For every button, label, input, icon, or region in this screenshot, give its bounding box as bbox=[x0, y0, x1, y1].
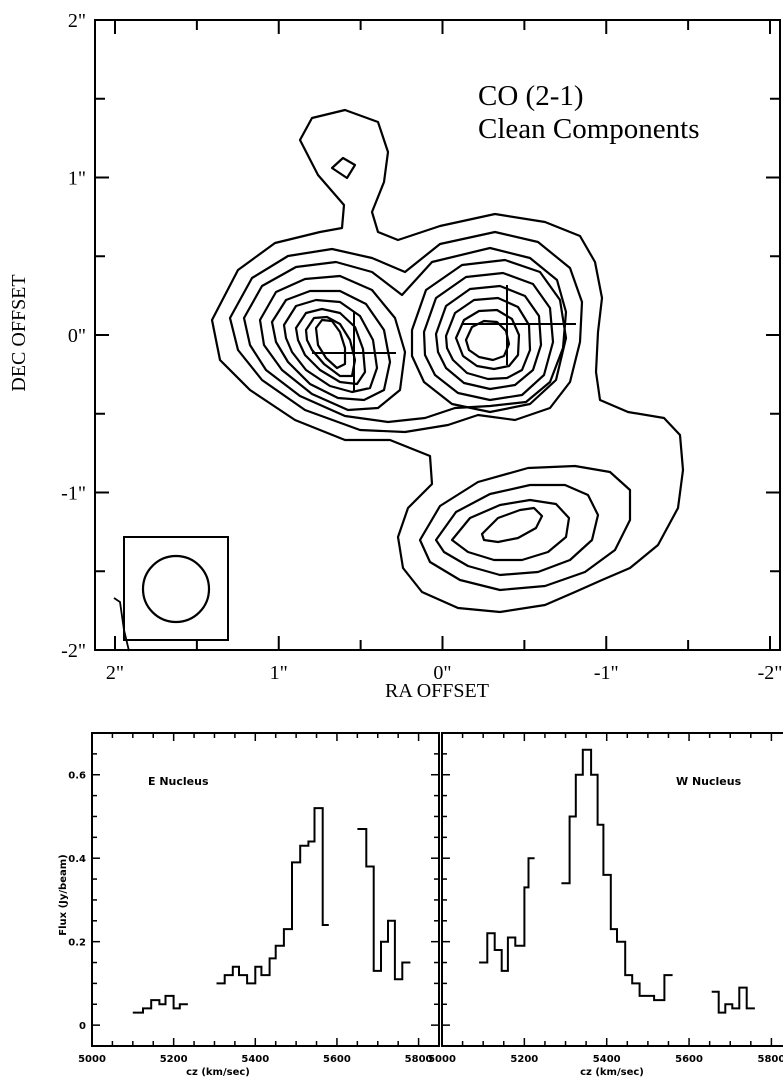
spectrum-x-tick-label: 5200 bbox=[160, 1054, 188, 1065]
contour-east-4 bbox=[294, 307, 367, 386]
map-ticks bbox=[95, 19, 780, 651]
contour-east-2 bbox=[270, 289, 392, 402]
spectrum-west-histogram bbox=[479, 748, 755, 1014]
spectrum-west-x-tick-labels: 5000 5200 5400 5600 5800 bbox=[428, 1054, 783, 1065]
map-title-line1: CO (2-1) bbox=[478, 80, 584, 112]
map-y-tick-label: 0" bbox=[68, 325, 86, 347]
map-title-line2: Clean Components bbox=[478, 113, 700, 145]
spectrum-step-series bbox=[479, 857, 535, 972]
contour-south-3 bbox=[450, 498, 571, 562]
beam-box bbox=[123, 536, 229, 641]
contour-west-3 bbox=[434, 284, 543, 391]
map-x-tick-label: 0" bbox=[433, 662, 451, 684]
contour-south-1 bbox=[418, 464, 632, 592]
contour-east-6 bbox=[314, 318, 347, 370]
spectrum-x-tick-label: 5000 bbox=[78, 1054, 106, 1065]
contour-outer bbox=[210, 108, 685, 614]
spectrum-x-tick-label: 5200 bbox=[510, 1054, 538, 1065]
map-x-tick-label: 2" bbox=[106, 662, 124, 684]
spectrum-y-tick-label: 0 bbox=[79, 1021, 86, 1032]
spectrum-west-frame bbox=[441, 732, 783, 1047]
beam-ellipse bbox=[141, 554, 211, 624]
spectrum-step-series bbox=[561, 748, 673, 1002]
contour-north-inner bbox=[330, 156, 357, 180]
map-x-axis-label: RA OFFSET bbox=[385, 680, 489, 702]
contour-west-2 bbox=[422, 271, 555, 402]
spectrum-step-series bbox=[216, 807, 329, 985]
spectrum-step-series bbox=[711, 986, 755, 1014]
contour-east-3 bbox=[282, 298, 379, 394]
map-y-axis-label: DEC OFFSET bbox=[8, 274, 30, 391]
spectrum-east-frame bbox=[91, 732, 440, 1047]
contour-map: 2" 1" 0" -1" -2" 2" 1" 0" -1" -2" CO (2-1) Clean… bbox=[8, 10, 782, 702]
contour-south-2 bbox=[434, 483, 600, 577]
map-x-tick-label: -1" bbox=[594, 662, 619, 684]
spectrum-x-tick-label: 5000 bbox=[428, 1054, 456, 1065]
map-x-tick-labels: 2" 1" 0" -1" -2" bbox=[106, 662, 783, 684]
map-x-tick-label: -2" bbox=[758, 662, 783, 684]
spectrum-y-tick-label: 0.6 bbox=[68, 771, 86, 782]
beam-indicator bbox=[113, 536, 229, 652]
spectrum-x-tick-label: 5600 bbox=[323, 1054, 351, 1065]
spectrum-west-ticks bbox=[441, 733, 773, 1046]
spectrum-y-tick-label: 0.2 bbox=[68, 938, 86, 949]
contour-east-1 bbox=[258, 274, 407, 412]
spectrum-step-series bbox=[132, 994, 188, 1014]
spectrum-west-panel: 5000 5200 5400 5600 5800 W Nucleus cz (km/se… bbox=[428, 732, 783, 1078]
spectrum-east-ticks bbox=[91, 733, 440, 1046]
contour-west-4 bbox=[444, 296, 532, 381]
contour-west-5 bbox=[454, 308, 521, 371]
spectrum-east-histogram bbox=[132, 807, 411, 1014]
map-x-tick-label: 1" bbox=[270, 662, 288, 684]
spectrum-x-tick-label: 5400 bbox=[241, 1054, 269, 1065]
spectrum-x-tick-label: 5800 bbox=[757, 1054, 783, 1065]
spectrum-west-title: W Nucleus bbox=[676, 775, 742, 788]
spectrum-x-tick-label: 5800 bbox=[405, 1054, 433, 1065]
spectrum-east-x-axis-label: cz (km/sec) bbox=[186, 1067, 250, 1078]
contour-west-6 bbox=[464, 319, 511, 362]
spectrum-y-axis-label: Flux (Jy/beam) bbox=[58, 854, 69, 935]
contour-lines bbox=[210, 108, 685, 614]
contour-south-4 bbox=[480, 506, 544, 544]
spectrum-x-tick-label: 5400 bbox=[593, 1054, 621, 1065]
spectrum-west-x-axis-label: cz (km/sec) bbox=[580, 1067, 644, 1078]
map-y-tick-label: 1" bbox=[68, 168, 86, 190]
contour-west-1 bbox=[410, 258, 568, 414]
nucleus-crosses bbox=[312, 285, 576, 392]
spectrum-y-tick-label: 0.4 bbox=[68, 854, 86, 865]
spectrum-x-tick-label: 5600 bbox=[675, 1054, 703, 1065]
map-y-tick-label: -1" bbox=[61, 483, 86, 505]
spectrum-east-panel: 0 0.2 0.4 0.6 5000 5200 5400 5600 5800 E Nucleu… bbox=[58, 732, 440, 1078]
contour-east-5 bbox=[304, 315, 357, 378]
beam-edge-mark bbox=[113, 597, 130, 652]
map-y-tick-label: 2" bbox=[68, 10, 86, 32]
spectrum-step-series bbox=[357, 828, 411, 981]
map-y-tick-labels: 2" 1" 0" -1" -2" bbox=[61, 10, 86, 662]
spectrum-east-x-tick-labels: 5000 5200 5400 5600 5800 bbox=[78, 1054, 432, 1065]
contour-merged bbox=[228, 230, 584, 434]
spectrum-east-title: E Nucleus bbox=[148, 775, 209, 788]
map-y-tick-label: -2" bbox=[61, 640, 86, 662]
spectrum-east-y-tick-labels: 0 0.2 0.4 0.6 bbox=[68, 771, 86, 1032]
